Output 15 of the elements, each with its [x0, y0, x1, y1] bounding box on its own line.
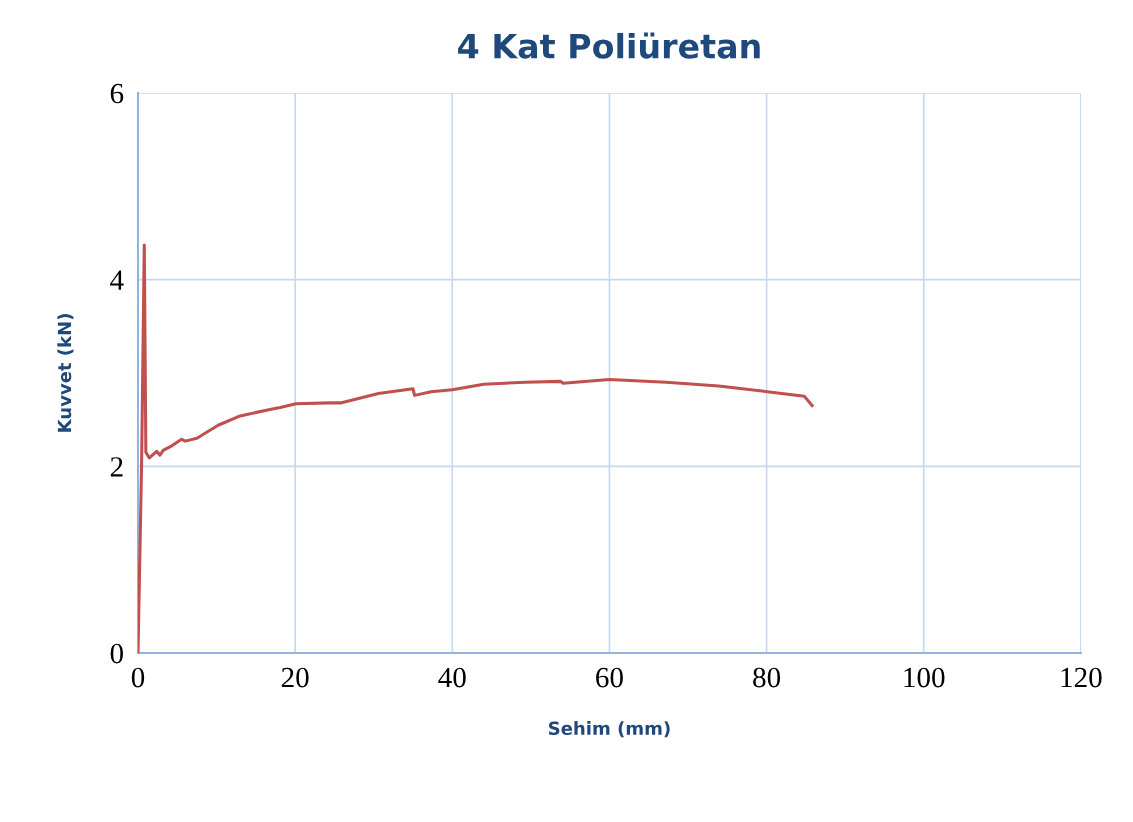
x-tick-label: 80: [753, 667, 781, 688]
line-series: [138, 243, 814, 653]
x-tick-label: 60: [596, 667, 623, 688]
y-tick-label: 2: [110, 457, 123, 477]
x-tick-label: 100: [904, 667, 945, 688]
chart-title: 4 Kat Poliüretan: [458, 32, 760, 59]
x-axis-title: Sehim (mm): [548, 721, 670, 738]
x-tick-label: 120: [1061, 667, 1102, 688]
x-tick-label: 40: [438, 667, 466, 688]
y-axis-title: Kuvvet (kN): [57, 314, 74, 432]
y-tick-label: 0: [110, 643, 123, 664]
y-tick-label: 4: [110, 270, 124, 290]
x-tick-label: 20: [281, 667, 309, 688]
y-tick-label: 6: [110, 83, 124, 104]
x-tick-label: 0: [131, 667, 145, 688]
